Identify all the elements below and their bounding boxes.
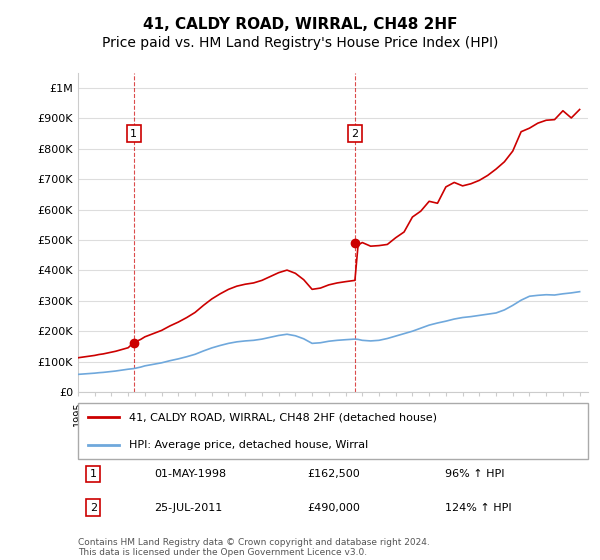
Text: 41, CALDY ROAD, WIRRAL, CH48 2HF (detached house): 41, CALDY ROAD, WIRRAL, CH48 2HF (detach… (129, 412, 437, 422)
Text: 01-MAY-1998: 01-MAY-1998 (155, 469, 227, 479)
Text: 25-JUL-2011: 25-JUL-2011 (155, 502, 223, 512)
Text: HPI: Average price, detached house, Wirral: HPI: Average price, detached house, Wirr… (129, 440, 368, 450)
Text: 2: 2 (352, 129, 358, 139)
Text: £162,500: £162,500 (308, 469, 360, 479)
Text: 41, CALDY ROAD, WIRRAL, CH48 2HF: 41, CALDY ROAD, WIRRAL, CH48 2HF (143, 17, 457, 32)
Text: £490,000: £490,000 (308, 502, 361, 512)
FancyBboxPatch shape (78, 403, 588, 459)
Text: Contains HM Land Registry data © Crown copyright and database right 2024.
This d: Contains HM Land Registry data © Crown c… (78, 538, 430, 557)
Text: 1: 1 (90, 469, 97, 479)
Text: 96% ↑ HPI: 96% ↑ HPI (445, 469, 505, 479)
Text: 124% ↑ HPI: 124% ↑ HPI (445, 502, 512, 512)
Text: 1: 1 (130, 129, 137, 139)
Text: Price paid vs. HM Land Registry's House Price Index (HPI): Price paid vs. HM Land Registry's House … (102, 36, 498, 50)
Text: 2: 2 (90, 502, 97, 512)
